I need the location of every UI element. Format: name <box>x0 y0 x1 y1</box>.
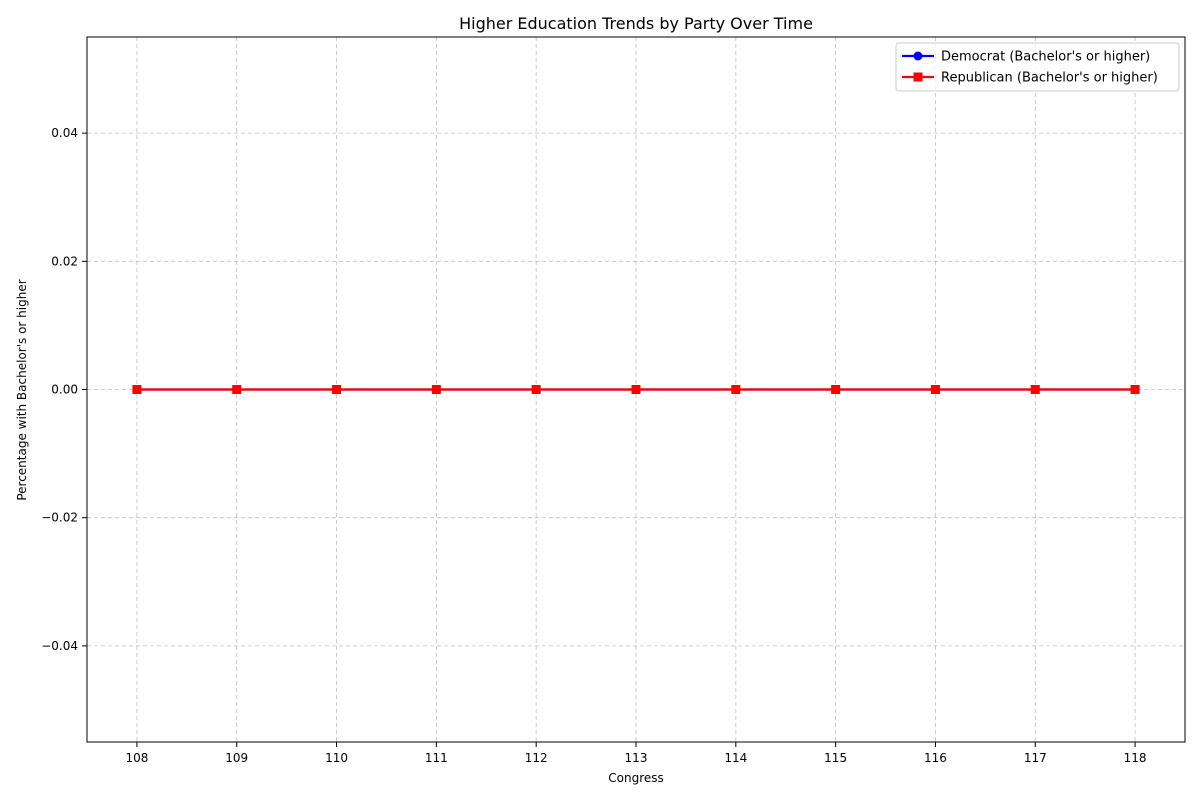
data-point <box>930 385 940 394</box>
chart-title: Higher Education Trends by Party Over Ti… <box>459 14 813 33</box>
data-point <box>132 385 142 394</box>
x-tick-label: 115 <box>824 751 847 765</box>
y-tick-label: 0.02 <box>51 254 78 268</box>
x-tick-label: 114 <box>724 751 747 765</box>
y-axis-label: Percentage with Bachelor's or higher <box>15 279 29 500</box>
data-point <box>1130 385 1140 394</box>
legend-entry: Democrat (Bachelor's or higher) <box>941 50 1150 65</box>
data-point <box>332 385 342 394</box>
x-tick-label: 111 <box>425 751 448 765</box>
legend-marker <box>913 51 923 61</box>
y-tick-label: 0.00 <box>51 383 78 397</box>
y-tick-label: −0.04 <box>41 639 78 653</box>
series-layer <box>132 385 1140 394</box>
data-point <box>431 385 441 394</box>
legend-box <box>895 42 1180 92</box>
data-point <box>1030 385 1040 394</box>
data-point <box>232 385 242 394</box>
x-tick-label: 117 <box>1024 751 1047 765</box>
data-point <box>631 385 641 394</box>
ticks: 108 109 110 111 112 113 114 115 116 117 118 −0.04 −0… <box>41 126 1146 765</box>
x-tick-label: 113 <box>625 751 648 765</box>
y-tick-label: 0.04 <box>51 126 78 140</box>
y-tick-label: −0.02 <box>41 511 78 525</box>
x-tick-label: 118 <box>1124 751 1147 765</box>
data-point <box>831 385 841 394</box>
legend: Democrat (Bachelor's or higher) Republica… <box>895 42 1180 92</box>
data-point <box>731 385 741 394</box>
data-point <box>531 385 541 394</box>
legend-marker <box>913 72 923 82</box>
x-axis-label: Congress <box>608 771 664 785</box>
x-tick-label: 116 <box>924 751 947 765</box>
x-tick-label: 108 <box>125 751 148 765</box>
series-republican <box>132 385 1140 394</box>
x-tick-label: 110 <box>325 751 348 765</box>
x-tick-label: 109 <box>225 751 248 765</box>
legend-entry: Republican (Bachelor's or higher) <box>941 71 1158 86</box>
x-tick-label: 112 <box>525 751 548 765</box>
